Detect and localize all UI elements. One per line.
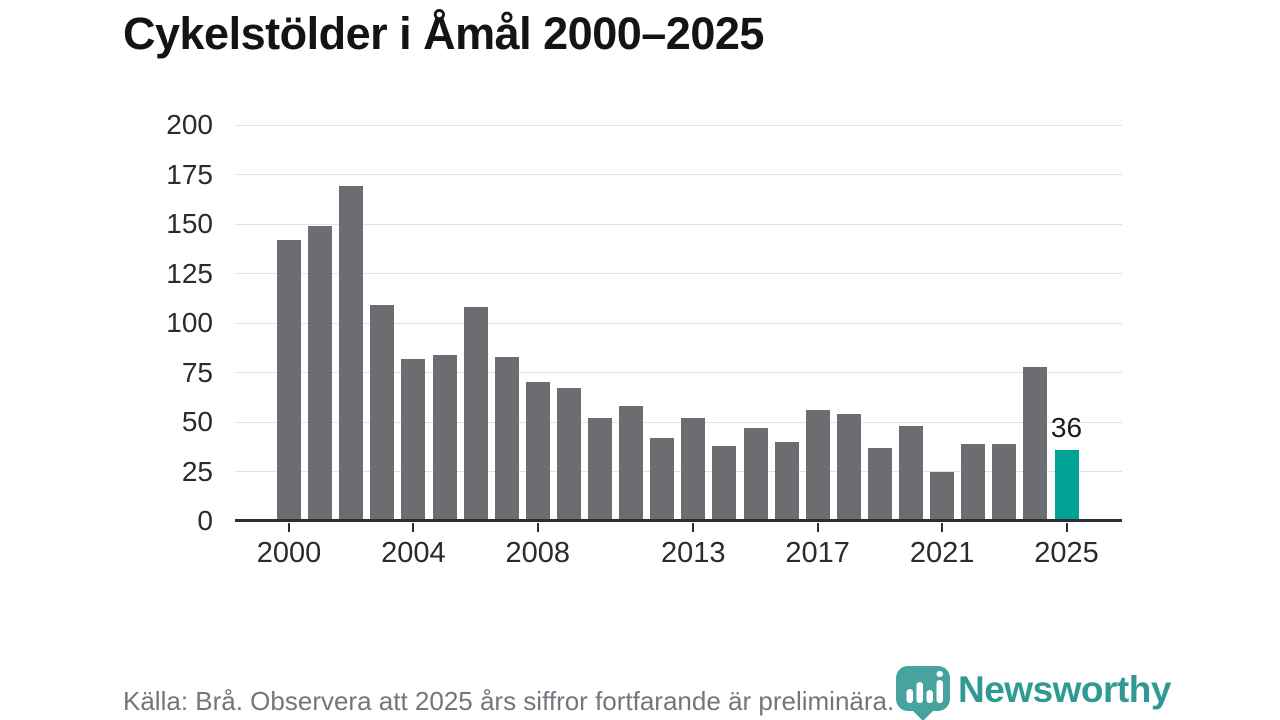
x-tick-2025 bbox=[1065, 523, 1068, 532]
highlight-value-label: 36 bbox=[1050, 411, 1083, 443]
y-tick-label-150: 150 bbox=[166, 208, 213, 239]
newsworthy-logo-text: Newsworthy bbox=[958, 669, 1171, 710]
x-tick-label-2000: 2000 bbox=[256, 537, 322, 569]
gridline-175 bbox=[235, 174, 1122, 175]
x-tick-2004 bbox=[412, 523, 415, 532]
y-tick-label-0: 0 bbox=[197, 505, 213, 536]
bar-2003 bbox=[370, 305, 395, 521]
gridline-100 bbox=[235, 322, 1122, 324]
bar-2006 bbox=[463, 307, 488, 521]
bar-2007 bbox=[494, 356, 519, 521]
x-tick-label-2025: 2025 bbox=[1034, 537, 1099, 569]
bar-2012 bbox=[650, 437, 675, 521]
chart-title: Cykelstölder i Åmål 2000–2025 bbox=[123, 8, 764, 59]
bar-2000 bbox=[277, 239, 301, 521]
bar-2010 bbox=[588, 418, 612, 521]
bar-2011 bbox=[619, 406, 644, 521]
x-tick-label-2017: 2017 bbox=[785, 537, 850, 569]
y-tick-label-125: 125 bbox=[166, 257, 213, 289]
y-tick-label-50: 50 bbox=[181, 406, 213, 437]
bar-2008 bbox=[525, 382, 550, 521]
x-axis-line bbox=[235, 519, 1122, 522]
y-tick-label-200: 200 bbox=[166, 109, 213, 140]
x-tick-label-2004: 2004 bbox=[381, 537, 446, 569]
x-tick-label-2021: 2021 bbox=[909, 537, 975, 569]
bar-2021 bbox=[930, 471, 955, 521]
y-tick-label-175: 175 bbox=[166, 158, 213, 190]
bar-2017 bbox=[805, 410, 830, 521]
bar-2004 bbox=[401, 358, 426, 521]
bar-2014 bbox=[712, 445, 737, 521]
bar-2019 bbox=[867, 447, 892, 521]
gridline-200 bbox=[235, 124, 1122, 126]
gridline-125 bbox=[235, 273, 1122, 274]
bar-2013 bbox=[681, 418, 706, 521]
bar-2015 bbox=[743, 427, 768, 521]
x-tick-label-2008: 2008 bbox=[505, 537, 571, 569]
bar-2001 bbox=[308, 225, 333, 521]
x-tick-2008 bbox=[536, 523, 539, 532]
gridline-75 bbox=[235, 372, 1122, 373]
bar-2020 bbox=[899, 425, 923, 521]
x-tick-2000 bbox=[288, 523, 290, 532]
x-tick-2017 bbox=[816, 523, 819, 532]
bar-2016 bbox=[774, 441, 799, 521]
x-tick-label-2013: 2013 bbox=[661, 537, 726, 569]
gridline-150 bbox=[235, 223, 1122, 225]
source-note: Källa: Brå. Observera att 2025 års siffr… bbox=[123, 686, 895, 716]
gridline-50 bbox=[235, 421, 1122, 423]
newsworthy-logo: Newsworthy bbox=[894, 664, 1171, 720]
y-tick-label-25: 25 bbox=[181, 455, 213, 487]
gridline-25 bbox=[235, 471, 1122, 472]
newsworthy-bar-chart-pin-icon bbox=[896, 666, 950, 720]
bar-2002 bbox=[339, 186, 364, 521]
y-tick-label-100: 100 bbox=[166, 307, 213, 338]
x-tick-2021 bbox=[941, 523, 944, 532]
y-tick-label-75: 75 bbox=[181, 356, 213, 388]
bar-2005 bbox=[432, 354, 457, 521]
bar-2018 bbox=[836, 414, 861, 521]
bar-2023 bbox=[992, 443, 1017, 521]
x-tick-2013 bbox=[692, 523, 695, 532]
plot-area bbox=[235, 124, 1122, 522]
bar-2022 bbox=[961, 443, 986, 521]
bar-2024 bbox=[1023, 366, 1048, 521]
bar-2009 bbox=[556, 388, 581, 521]
bar-2025 bbox=[1054, 449, 1079, 521]
